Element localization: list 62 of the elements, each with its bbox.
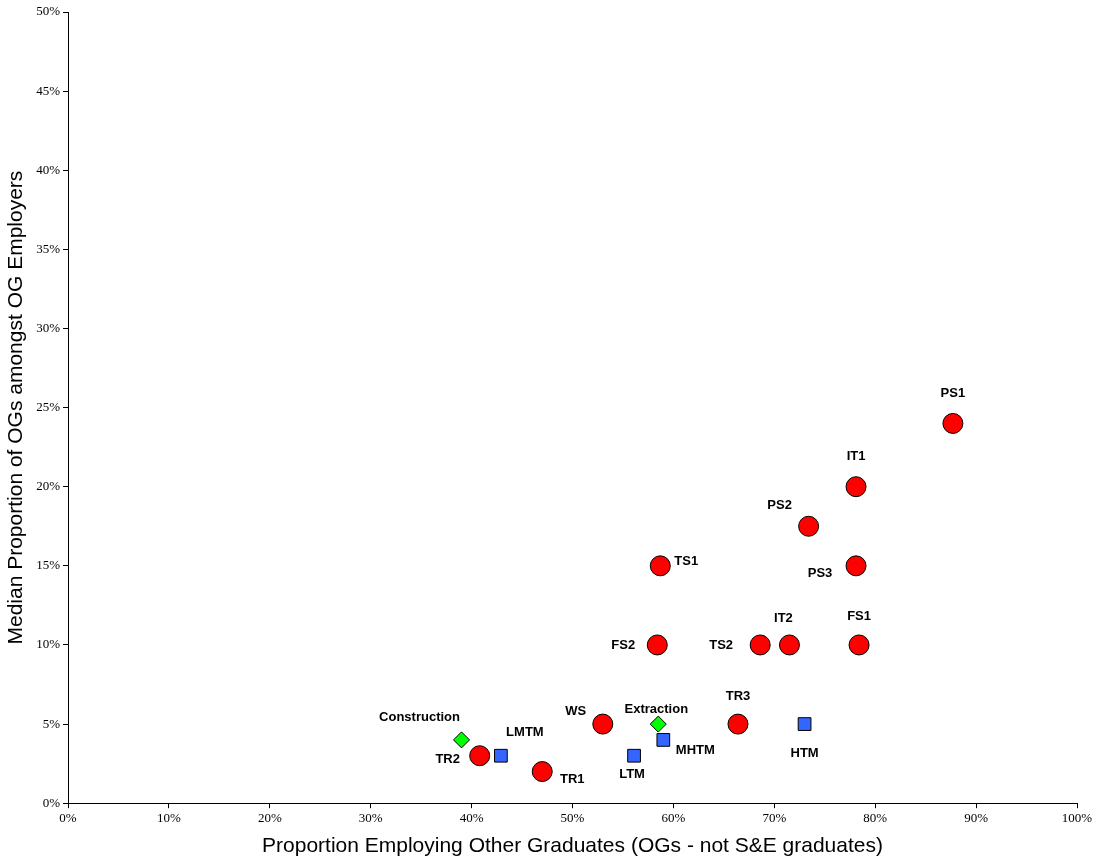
point xyxy=(727,713,749,735)
y-tick-label: 0% xyxy=(42,794,61,810)
y-axis-title: Median Proportion of OGs amongst OG Employers xyxy=(3,170,27,645)
x-tick-label: 0% xyxy=(59,810,77,826)
point xyxy=(649,715,667,733)
data-label: LMTM xyxy=(506,724,544,740)
data-label: MHTM xyxy=(675,742,715,758)
x-tick-label: 50% xyxy=(560,810,585,826)
y-tick-label: 50% xyxy=(36,3,61,19)
data-label: Construction xyxy=(379,709,461,725)
data-label: TS2 xyxy=(709,636,734,652)
x-tick-label: 20% xyxy=(257,810,282,826)
point xyxy=(656,733,671,747)
point xyxy=(848,634,870,656)
x-tick-label: 70% xyxy=(762,810,787,826)
y-tick-label: 10% xyxy=(36,636,61,652)
data-label: LTM xyxy=(619,766,645,782)
x-tick-label: 90% xyxy=(964,810,989,826)
x-axis-title: Proportion Employing Other Graduates (OGs - not S&E graduates) xyxy=(262,833,883,857)
point xyxy=(845,555,867,577)
y-tick-label: 15% xyxy=(36,557,61,573)
x-tick-label: 60% xyxy=(661,810,686,826)
y-tick-label: 20% xyxy=(36,478,61,494)
point xyxy=(646,634,668,656)
data-label: TR2 xyxy=(435,751,460,767)
point xyxy=(942,412,964,434)
y-tick-label: 35% xyxy=(36,240,61,256)
point xyxy=(531,761,553,783)
x-tick-label: 40% xyxy=(459,810,484,826)
x-tick-label: 80% xyxy=(863,810,888,826)
data-label: HTM xyxy=(790,744,819,760)
x-tick-label: 100% xyxy=(1061,810,1093,826)
data-label: TR3 xyxy=(725,687,751,703)
point xyxy=(749,634,771,656)
data-label: IT1 xyxy=(846,448,866,464)
data-label: TR1 xyxy=(559,771,585,787)
point xyxy=(845,476,867,498)
y-tick-label: 25% xyxy=(36,399,61,415)
x-tick-label: 30% xyxy=(358,810,383,826)
point xyxy=(592,713,614,735)
data-label: PS2 xyxy=(767,496,792,512)
point xyxy=(494,748,508,763)
data-label: FS1 xyxy=(847,607,871,623)
y-tick-label: 30% xyxy=(36,319,61,335)
point xyxy=(778,634,800,656)
y-tick-label: 5% xyxy=(42,715,61,731)
point xyxy=(797,717,812,731)
point xyxy=(649,555,671,577)
y-tick-label: 45% xyxy=(36,82,61,98)
point xyxy=(469,745,491,767)
point xyxy=(453,731,471,749)
point xyxy=(798,515,820,537)
data-label: TS1 xyxy=(674,553,699,569)
point xyxy=(627,748,641,763)
data-label: FS2 xyxy=(611,636,636,652)
x-tick-label: 10% xyxy=(157,810,181,826)
data-label: Extraction xyxy=(624,700,689,716)
data-label: PS1 xyxy=(940,385,966,400)
y-tick-label: 40% xyxy=(36,161,61,177)
data-label: IT2 xyxy=(774,609,793,625)
data-label: PS3 xyxy=(807,565,833,581)
data-label: WS xyxy=(565,702,587,718)
